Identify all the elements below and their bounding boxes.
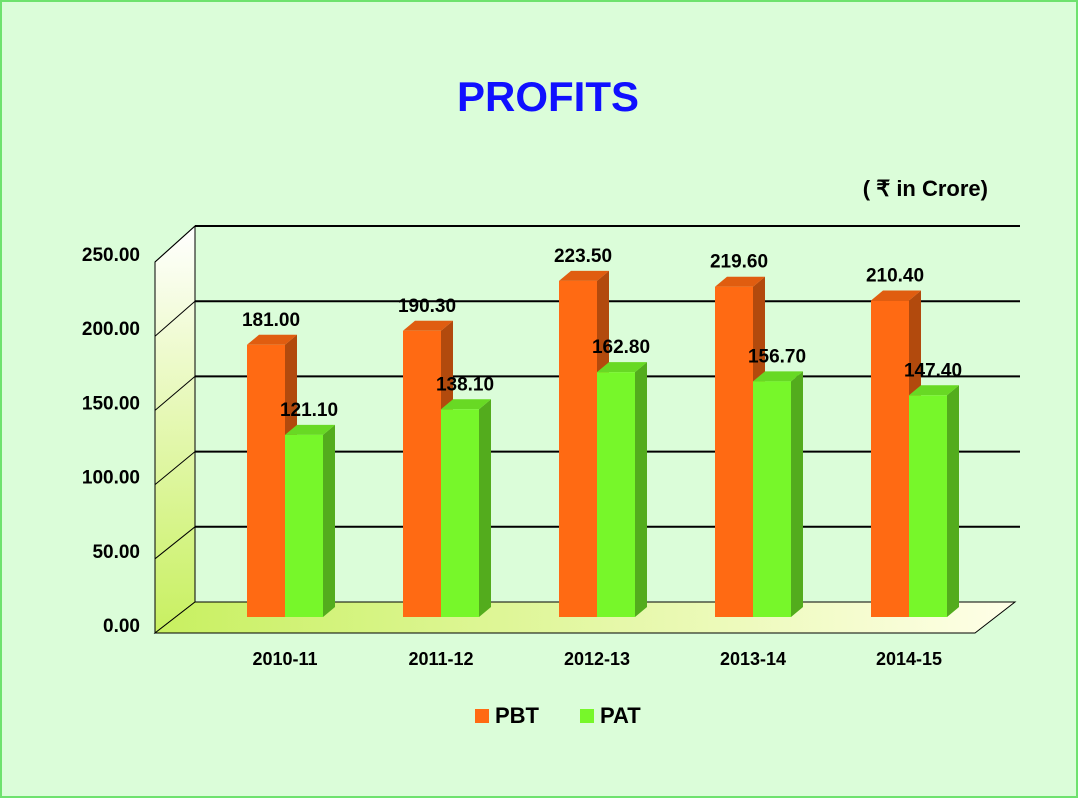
data-label: 156.70 <box>748 346 806 367</box>
bar <box>559 280 597 617</box>
bar-side <box>479 399 491 617</box>
bar-top-shade <box>909 385 959 396</box>
bar <box>909 395 947 617</box>
x-tick-label: 2010-11 <box>252 649 317 669</box>
data-label: 121.10 <box>280 400 338 421</box>
bar-top <box>909 385 959 396</box>
bar-side-shade <box>947 385 959 617</box>
bar-top <box>715 276 765 287</box>
bar-top-shade <box>559 270 609 281</box>
bar <box>715 286 753 617</box>
y-tick-label: 250.00 <box>82 245 140 266</box>
x-tick-label: 2013-14 <box>720 649 786 669</box>
grid-line <box>154 225 196 263</box>
chart-title: PROFITS <box>457 73 639 120</box>
data-label: 223.50 <box>554 246 612 267</box>
bar-side <box>635 362 647 617</box>
data-label: 190.30 <box>398 296 456 317</box>
bar <box>285 434 323 617</box>
data-label: 210.40 <box>866 266 924 287</box>
grid-line <box>154 526 196 560</box>
bar-top-shade <box>247 334 297 345</box>
grid-line <box>154 451 196 485</box>
bar <box>871 300 909 617</box>
bar-top <box>871 290 921 301</box>
bar-side-shade <box>635 362 647 617</box>
side-wall <box>154 224 196 635</box>
bar <box>441 409 479 617</box>
data-label: 219.60 <box>710 252 768 273</box>
bar-top-shade <box>715 276 765 287</box>
bar-top <box>559 270 609 281</box>
grid-line <box>154 376 196 411</box>
bar <box>597 372 635 617</box>
legend-swatch <box>580 709 594 723</box>
bar <box>753 381 791 617</box>
data-label: 181.00 <box>242 310 300 331</box>
bar <box>403 330 441 617</box>
bar-top-shade <box>285 424 335 435</box>
bar-side-shade <box>479 399 491 617</box>
y-tick-label: 200.00 <box>82 319 140 340</box>
bar-top <box>285 424 335 435</box>
y-tick-label: 100.00 <box>82 468 140 489</box>
bar-side <box>947 385 959 617</box>
bar-top-shade <box>871 290 921 301</box>
legend-label: PAT <box>600 703 641 728</box>
grid-line <box>154 300 196 337</box>
y-tick-label: 150.00 <box>82 393 140 414</box>
bar <box>247 344 285 617</box>
bar-top <box>753 371 803 382</box>
bar-top <box>597 362 647 373</box>
bar-top <box>441 399 491 410</box>
bar-top <box>247 334 297 345</box>
legend-label: PBT <box>495 703 540 728</box>
x-tick-label: 2011-12 <box>408 649 473 669</box>
bar-top-shade <box>441 399 491 410</box>
y-tick-label: 0.00 <box>103 616 140 637</box>
x-tick-label: 2012-13 <box>564 649 630 669</box>
bar-top-shade <box>403 320 453 331</box>
bar-side-shade <box>791 371 803 617</box>
bar-side <box>323 424 335 617</box>
bar-side-shade <box>323 424 335 617</box>
floor <box>153 601 1017 634</box>
data-label: 162.80 <box>592 337 650 358</box>
data-label: 147.40 <box>904 360 962 381</box>
unit-label: ( ₹ in Crore) <box>863 176 988 201</box>
legend-swatch <box>475 709 489 723</box>
x-tick-label: 2014-15 <box>876 649 942 669</box>
y-tick-label: 50.00 <box>92 542 140 563</box>
bar-top-shade <box>597 362 647 373</box>
data-label: 138.10 <box>436 374 494 395</box>
bar-top-shade <box>753 371 803 382</box>
bar-top <box>403 320 453 331</box>
bar-side <box>791 371 803 617</box>
